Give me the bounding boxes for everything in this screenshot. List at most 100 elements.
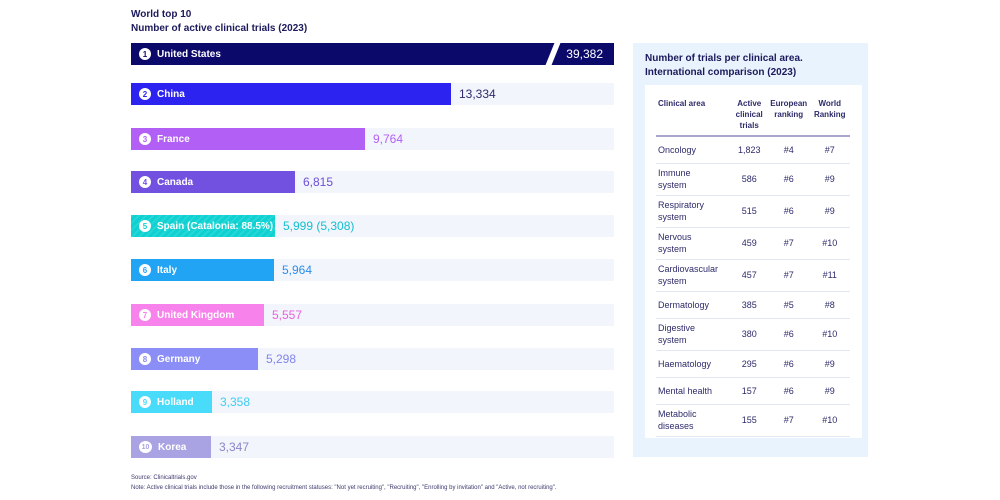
world-ranking-cell: #10 — [809, 318, 850, 351]
clinical-area-panel: Number of trials per clinical area. Inte… — [633, 43, 868, 457]
bar — [131, 83, 451, 105]
country-label: United Kingdom — [157, 309, 235, 321]
european-ranking-cell: #7 — [767, 259, 810, 292]
column-header: World Ranking — [809, 95, 850, 137]
value-label: 3,347 — [219, 440, 250, 454]
clinical-area-cell: Dermatology — [656, 291, 731, 319]
bar-label: 3 France — [139, 128, 190, 150]
bar — [131, 128, 365, 150]
value-label: 6,815 — [303, 175, 334, 189]
chart-title: World top 10 Number of active clinical t… — [131, 8, 307, 36]
source-text: Source: Clinicaltrials.gov — [131, 475, 197, 481]
active-trials-cell: 385 — [730, 291, 768, 319]
world-ranking-cell: #10 — [809, 404, 850, 437]
world-ranking-cell: #7 — [809, 136, 850, 164]
world-ranking-cell: #11 — [809, 259, 850, 292]
active-trials-cell: 155 — [730, 404, 768, 437]
rank-badge: 2 — [139, 88, 151, 100]
european-ranking-cell: #6 — [767, 350, 810, 378]
country-label: Korea — [158, 441, 187, 453]
table-row: Nervous system 459 #7 #10 — [656, 227, 850, 260]
chart-title-line1: World top 10 — [131, 9, 192, 20]
bar-row: 1 United States 39,382 — [131, 41, 614, 67]
bar-label: 10 Korea — [139, 436, 186, 458]
column-header: European ranking — [767, 95, 810, 137]
table-body: Oncology 1,823 #4 #7 Immune system 586 #6 #9 Resp… — [656, 136, 850, 437]
active-trials-cell: 380 — [730, 318, 768, 351]
european-ranking-cell: #5 — [767, 291, 810, 319]
world-ranking-cell: #9 — [809, 377, 850, 405]
country-label: China — [157, 88, 185, 100]
value-label: 5,557 — [272, 308, 303, 322]
country-label: Spain (Catalonia: 88.5%) — [157, 220, 274, 232]
table-header-row: Clinical area Active clinical trials Europea… — [656, 95, 850, 137]
rank-badge: 9 — [139, 396, 151, 408]
panel-title-line2: International comparison (2023) — [645, 67, 797, 78]
table-row: Respiratory system 515 #6 #9 — [656, 195, 850, 228]
european-ranking-cell: #6 — [767, 318, 810, 351]
active-trials-cell: 1,823 — [730, 136, 768, 164]
european-ranking-cell: #7 — [767, 227, 810, 260]
bar-label: 2 China — [139, 83, 185, 105]
table-row: Immune system 586 #6 #9 — [656, 163, 850, 196]
column-header: Clinical area — [656, 95, 731, 137]
bar — [131, 436, 211, 458]
bar — [131, 391, 212, 413]
european-ranking-cell: #4 — [767, 136, 810, 164]
country-label: Canada — [157, 176, 194, 188]
bar — [131, 215, 275, 237]
clinical-area-cell: Immune system — [656, 163, 731, 196]
country-label: Italy — [157, 264, 178, 276]
rank-badge: 5 — [139, 220, 151, 232]
active-trials-cell: 586 — [730, 163, 768, 196]
table-row: Oncology 1,823 #4 #7 — [656, 136, 850, 164]
clinical-area-cell: Nervous system — [656, 227, 731, 260]
table-row: Haematology 295 #6 #9 — [656, 350, 850, 378]
country-label: Holland — [157, 396, 194, 408]
panel-title-line1: Number of trials per clinical area. — [645, 53, 803, 64]
value-label: 13,334 — [459, 87, 496, 101]
value-label: 39,382 — [566, 47, 603, 61]
bar — [131, 304, 264, 326]
country-label: France — [157, 133, 190, 145]
active-trials-cell: 515 — [730, 195, 768, 228]
value-label: 9,764 — [373, 132, 404, 146]
bar — [131, 348, 258, 370]
value-label: 3,358 — [220, 395, 251, 409]
bar-label: 6 Italy — [139, 259, 177, 281]
rank-badge: 1 — [139, 48, 151, 60]
active-trials-cell: 157 — [730, 377, 768, 405]
clinical-area-cell: Mental health — [656, 377, 731, 405]
bar-label: 7 United Kingdom — [139, 304, 234, 326]
value-label: 5,999 (5,308) — [283, 219, 355, 233]
table-row: Digestive system 380 #6 #10 — [656, 318, 850, 351]
bar-label: 1 United States — [139, 43, 221, 65]
bar-row: 2 China 13,334 — [131, 83, 614, 105]
rank-badge: 10 — [139, 441, 152, 453]
bar-label: 8 Germany — [139, 348, 200, 370]
european-ranking-cell: #6 — [767, 377, 810, 405]
clinical-area-cell: Digestive system — [656, 318, 731, 351]
rank-badge: 7 — [139, 309, 151, 321]
european-ranking-cell: #6 — [767, 163, 810, 196]
country-label: Germany — [157, 353, 201, 365]
value-label: 5,964 — [282, 263, 313, 277]
rank-badge: 8 — [139, 353, 151, 365]
rank-badge: 4 — [139, 176, 151, 188]
bar-label: 4 Canada — [139, 171, 193, 193]
bar-row: 10 Korea 3,347 — [131, 436, 614, 458]
bar-row: 5 Spain (Catalonia: 88.5%) 5,999 (5,308) — [131, 215, 614, 237]
bar — [131, 43, 614, 65]
table-row: Cardiovascular system 457 #7 #11 — [656, 259, 850, 292]
clinical-area-table: Clinical area Active clinical trials Europea… — [656, 95, 850, 437]
rank-badge: 3 — [139, 133, 151, 145]
world-ranking-cell: #9 — [809, 163, 850, 196]
bar-row: 4 Canada 6,815 — [131, 171, 614, 193]
bar-row: 7 United Kingdom 5,557 — [131, 304, 614, 326]
bar-label: 5 Spain (Catalonia: 88.5%) — [139, 215, 273, 237]
european-ranking-cell: #6 — [767, 195, 810, 228]
clinical-area-cell: Cardiovascular system — [656, 259, 731, 292]
column-header: Active clinical trials — [730, 95, 768, 137]
bar-row: 6 Italy 5,964 — [131, 259, 614, 281]
clinical-area-cell: Respiratory system — [656, 195, 731, 228]
